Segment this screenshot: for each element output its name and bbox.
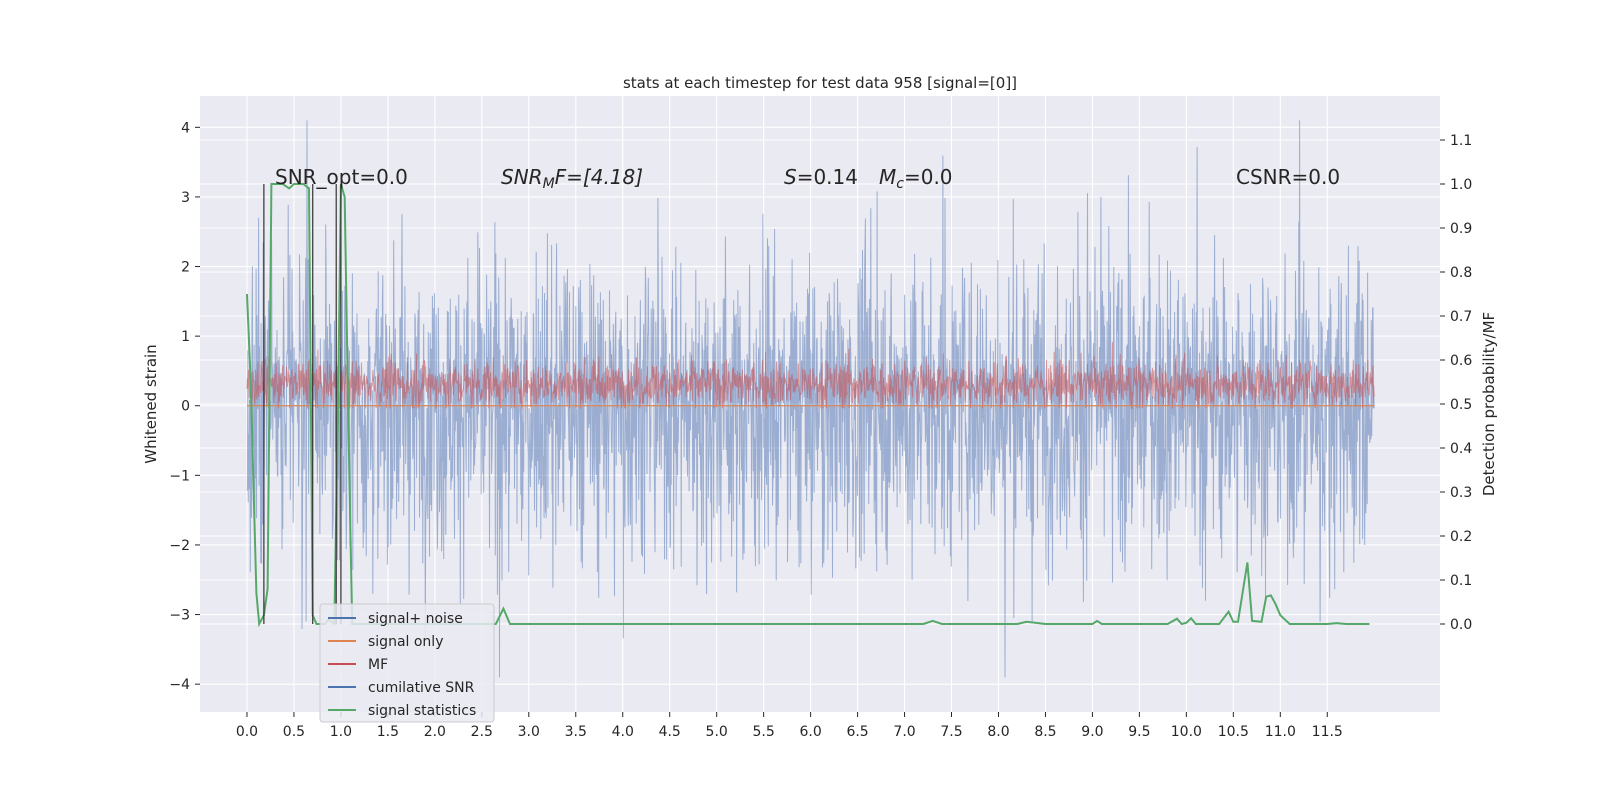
y-tick-label: −4 bbox=[169, 677, 190, 693]
mf-line bbox=[246, 341, 1375, 410]
y-right-tick-label: 0.4 bbox=[1450, 441, 1472, 457]
x-axis-ticks: 0.0 0.5 1.0 1.5 2.0 2.5 3.0 3.5 4.0 4.5 5.0 5.5 6.0 6… bbox=[236, 712, 1343, 740]
y-right-tick-label: 0.3 bbox=[1450, 485, 1472, 501]
annotation-mc: Mc=0.0 bbox=[879, 165, 953, 192]
x-tick-label: 2.0 bbox=[424, 724, 446, 740]
x-tick-label: 0.5 bbox=[283, 724, 305, 740]
x-tick-label: 8.0 bbox=[987, 724, 1009, 740]
legend-box bbox=[319, 603, 495, 723]
x-tick-label: 6.0 bbox=[799, 724, 821, 740]
y-right-tick-label: 0.2 bbox=[1450, 529, 1472, 545]
x-tick-label: 3.0 bbox=[518, 724, 540, 740]
x-tick-label: 5.5 bbox=[753, 724, 775, 740]
chart-title: stats at each timestep for test data 958… bbox=[623, 74, 1017, 92]
y-right-tick-label: 0.6 bbox=[1450, 353, 1472, 369]
y-right-tick-label: 0.8 bbox=[1450, 265, 1472, 281]
y-right-tick-label: 0.1 bbox=[1450, 573, 1472, 589]
y-axis-ticks: 4 3 2 1 0 −1 −2 −3 −4 bbox=[169, 120, 200, 693]
x-tick-label: 2.5 bbox=[471, 724, 493, 740]
y-right-tick-label: 0.0 bbox=[1450, 617, 1472, 633]
y-axis-label: Whitened strain bbox=[142, 344, 160, 463]
y-right-tick-label: 1.0 bbox=[1450, 177, 1472, 193]
y-tick-label: 0 bbox=[181, 399, 190, 415]
annotation-s: S=0.14 bbox=[784, 165, 858, 189]
y-tick-label: 2 bbox=[181, 260, 190, 276]
y-right-tick-label: 1.1 bbox=[1450, 133, 1472, 149]
mf-series bbox=[246, 341, 1375, 410]
signal-statistics-line bbox=[246, 183, 1370, 628]
x-tick-label: 0.0 bbox=[236, 724, 258, 740]
y-tick-label: −3 bbox=[169, 608, 190, 624]
legend: signal+ noise signal only MF cumilative SNR… bbox=[319, 603, 495, 723]
x-tick-label: 11.5 bbox=[1312, 724, 1343, 740]
y-tick-label: 1 bbox=[181, 329, 190, 345]
annotation-mc-var: M bbox=[879, 165, 896, 189]
y-right-tick-label: 0.7 bbox=[1450, 309, 1472, 325]
x-tick-label: 9.0 bbox=[1081, 724, 1103, 740]
grid-horizontal bbox=[200, 126, 1440, 685]
legend-label: signal statistics bbox=[368, 703, 476, 719]
annotation-csnr: CSNR=0.0 bbox=[1236, 165, 1340, 189]
x-tick-label: 10.5 bbox=[1218, 724, 1249, 740]
annotation-snr-mf-tail: F=[4.18] bbox=[555, 165, 643, 189]
x-tick-label: 7.0 bbox=[893, 724, 915, 740]
x-tick-label: 4.0 bbox=[612, 724, 634, 740]
y-axis-right-ticks: 1.1 1.0 0.9 0.8 0.7 0.6 0.5 0.4 0.3 0.2 0.1 0.0 bbox=[1440, 133, 1472, 633]
x-tick-label: 1.5 bbox=[377, 724, 399, 740]
legend-label: signal only bbox=[368, 634, 443, 650]
annotation-s-value: =0.14 bbox=[797, 165, 858, 189]
x-tick-label: 10.0 bbox=[1171, 724, 1202, 740]
x-tick-label: 9.5 bbox=[1128, 724, 1150, 740]
x-tick-label: 3.5 bbox=[565, 724, 587, 740]
y-right-tick-label: 0.9 bbox=[1450, 221, 1472, 237]
y-tick-label: 4 bbox=[181, 120, 190, 136]
y-axis-right-label: Detection probability/MF bbox=[1480, 312, 1498, 496]
legend-label: signal+ noise bbox=[368, 611, 463, 627]
x-tick-label: 8.5 bbox=[1034, 724, 1056, 740]
annotation-snr-opt: SNR_opt=0.0 bbox=[275, 165, 408, 189]
annotation-mc-value: =0.0 bbox=[904, 165, 953, 189]
x-tick-label: 1.0 bbox=[330, 724, 352, 740]
annotation-snr-mf: SNRMF=[4.18] bbox=[501, 165, 643, 192]
annotation-snr-mf-sub: M bbox=[543, 176, 555, 192]
x-tick-label: 5.0 bbox=[706, 724, 728, 740]
x-tick-label: 6.5 bbox=[846, 724, 868, 740]
y-tick-label: −2 bbox=[169, 538, 190, 554]
annotation-mc-sub: c bbox=[896, 176, 904, 192]
x-tick-label: 11.0 bbox=[1265, 724, 1296, 740]
legend-label: cumilative SNR bbox=[368, 680, 475, 696]
y-right-tick-label: 0.5 bbox=[1450, 397, 1472, 413]
x-tick-label: 7.5 bbox=[940, 724, 962, 740]
y-tick-label: −1 bbox=[169, 468, 190, 484]
annotation-s-var: S bbox=[784, 165, 797, 189]
signal-statistics-series bbox=[246, 183, 1370, 628]
legend-label: MF bbox=[368, 657, 388, 673]
x-tick-label: 4.5 bbox=[659, 724, 681, 740]
y-tick-label: 3 bbox=[181, 190, 190, 206]
annotation-snr-mf-base: SNR bbox=[501, 165, 543, 189]
